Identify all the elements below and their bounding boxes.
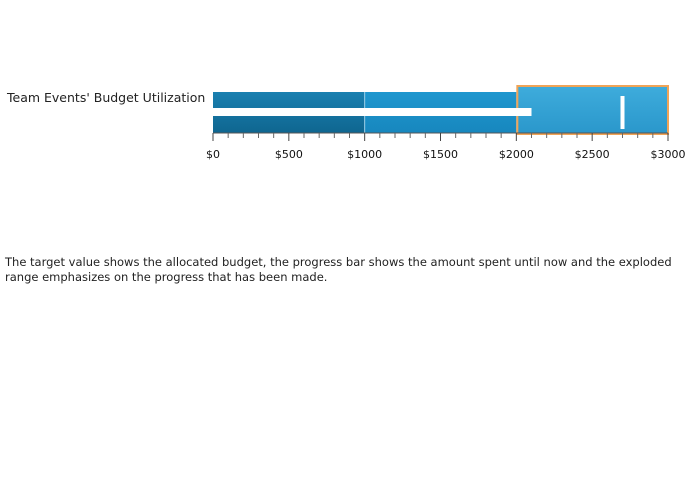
tick-label: $1500 (423, 148, 458, 161)
tick-label: $3000 (651, 148, 686, 161)
progress-bar (213, 108, 532, 116)
bullet-chart: $0 $500 $1000 $1500 $2000 $2500 $3000 (206, 85, 686, 161)
tick-label: $1000 (347, 148, 382, 161)
target-marker (620, 96, 625, 129)
chart-description: The target value shows the allocated bud… (5, 255, 672, 284)
chart-title: Team Events' Budget Utilization (7, 90, 206, 105)
tick-label: $500 (275, 148, 303, 161)
tick-label: $2500 (575, 148, 610, 161)
tick-label: $2000 (499, 148, 534, 161)
tick-label: $0 (206, 148, 220, 161)
qualitative-range-3-exploded (516, 85, 669, 135)
